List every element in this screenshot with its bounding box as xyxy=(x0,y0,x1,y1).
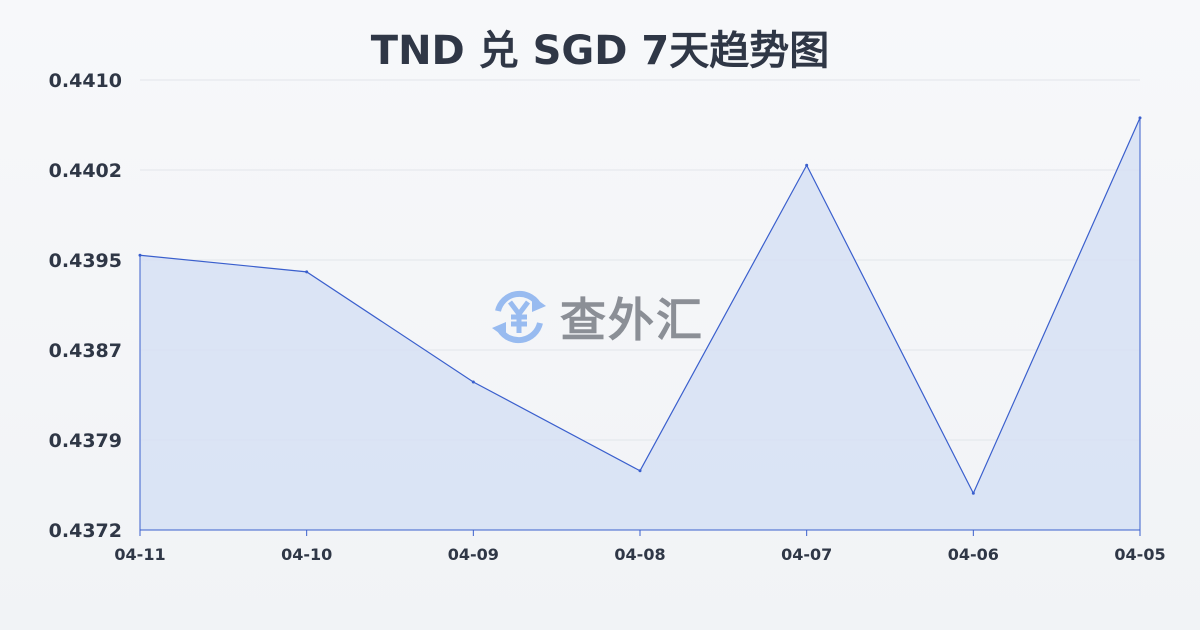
area-fill xyxy=(140,117,1140,530)
x-tick-label: 04-07 xyxy=(781,545,832,564)
data-point xyxy=(471,380,475,384)
data-point xyxy=(1138,116,1142,120)
data-point xyxy=(138,253,142,257)
data-point xyxy=(305,270,309,274)
chart-title: TND 兑 SGD 7天趋势图 xyxy=(370,28,830,74)
y-tick-label: 0.4387 xyxy=(49,340,122,362)
x-tick-label: 04-08 xyxy=(614,545,665,564)
x-tick-label: 04-09 xyxy=(448,545,499,564)
y-tick-label: 0.4372 xyxy=(49,520,122,542)
y-tick-label: 0.4410 xyxy=(49,70,122,92)
data-point xyxy=(805,163,809,167)
y-tick-label: 0.4402 xyxy=(49,160,122,182)
data-point xyxy=(638,469,642,473)
x-tick-label: 04-05 xyxy=(1114,545,1165,564)
x-tick-label: 04-10 xyxy=(281,545,332,564)
y-tick-label: 0.4395 xyxy=(49,250,122,272)
yen-exchange-icon xyxy=(492,290,546,344)
x-tick-label: 04-11 xyxy=(114,545,165,564)
watermark-text: 查外汇 xyxy=(560,293,704,347)
y-tick-label: 0.4379 xyxy=(49,430,122,452)
data-point xyxy=(971,491,975,495)
x-tick-label: 04-06 xyxy=(948,545,999,564)
watermark: 查外汇 xyxy=(488,284,704,350)
